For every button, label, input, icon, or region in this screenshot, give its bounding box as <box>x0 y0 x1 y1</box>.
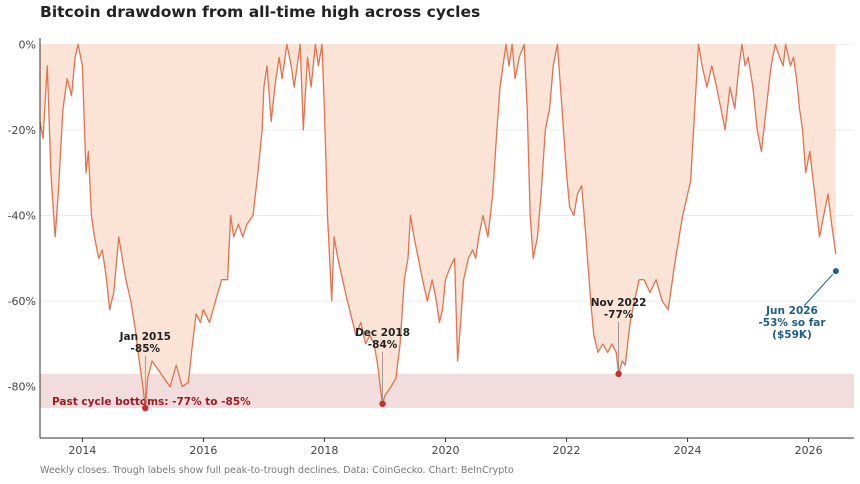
current-marker <box>831 267 840 276</box>
axes: 0% -20% -40% -60% -80% 2014 2016 2018 2020 2022 20… <box>8 38 854 457</box>
current-label-price: ($59K) <box>772 329 812 341</box>
cycle-bottom-band <box>40 373 854 409</box>
trough-marker <box>379 400 386 407</box>
x-tick-label: 2018 <box>310 444 338 457</box>
x-tick-label: 2024 <box>674 444 702 457</box>
y-tick-label: -20% <box>8 124 36 137</box>
chart-title: Bitcoin drawdown from all-time high acro… <box>40 3 481 21</box>
trough-label-value: -85% <box>131 343 161 355</box>
trough-marker <box>142 404 149 412</box>
trough-label-date: Nov 2022 <box>591 297 647 309</box>
drawdown-area <box>40 44 836 409</box>
y-tick-label: -40% <box>8 210 36 223</box>
band-rect <box>40 373 854 409</box>
drawdown-series <box>39 43 837 409</box>
current-label-value: -53% so far <box>758 317 826 329</box>
y-tick-label: 0% <box>19 38 36 51</box>
y-tick-label: -60% <box>8 295 36 308</box>
trough-label-date: Dec 2018 <box>355 327 410 339</box>
x-tick-label: 2014 <box>68 444 96 457</box>
trough-label-value: -77% <box>604 309 634 321</box>
trough-label-date: Jan 2015 <box>119 331 171 343</box>
annotations: Past cycle bottoms: -77% to -85% Jan 2015… <box>52 267 840 412</box>
trough-label-value: -84% <box>368 339 398 351</box>
x-tick-label: 2016 <box>189 444 217 457</box>
current-label-date: Jun 2026 <box>765 305 818 317</box>
trough-marker <box>615 370 622 378</box>
x-tick-label: 2020 <box>431 444 459 457</box>
band-label: Past cycle bottoms: -77% to -85% <box>52 396 251 408</box>
y-tick-label: -80% <box>8 381 36 394</box>
chart-footnote: Weekly closes. Trough labels show full p… <box>40 465 514 476</box>
current-leader-line <box>803 273 834 307</box>
drawdown-line <box>39 43 837 409</box>
x-tick-label: 2022 <box>553 444 581 457</box>
x-tick-label: 2026 <box>795 444 823 457</box>
